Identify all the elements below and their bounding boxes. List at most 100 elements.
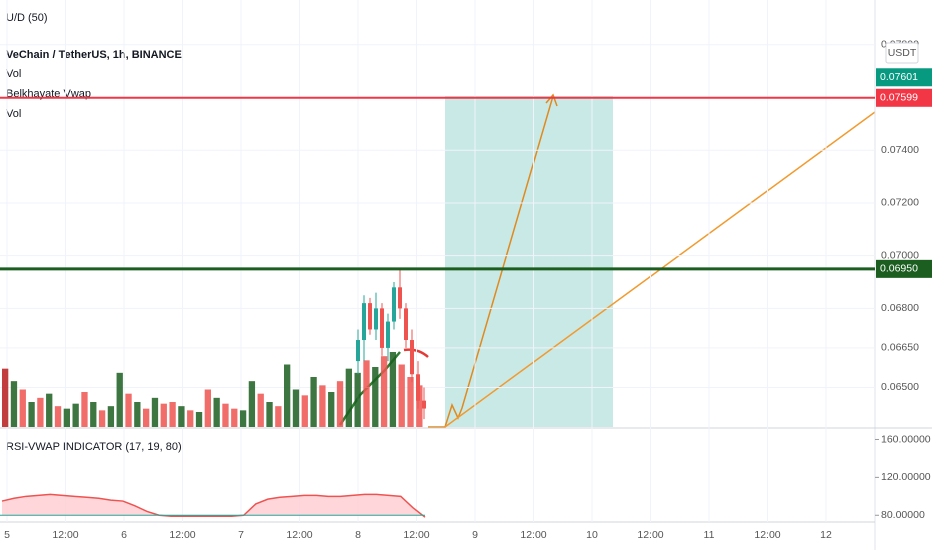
x-tick-label: 12:00 <box>286 529 312 541</box>
chart-title: VeChain / TetherUS, 1h, BINANCE <box>6 49 182 61</box>
candle-body <box>380 308 384 348</box>
volume-bar <box>195 412 203 427</box>
volume-bar <box>178 406 185 427</box>
candle-body <box>410 340 414 375</box>
y-tick-label: 160.00000 <box>881 433 931 445</box>
y-tick-label: 0.07200 <box>881 197 919 209</box>
volume-bar <box>204 389 211 427</box>
candle-body <box>362 303 366 341</box>
volume-bar <box>336 381 344 427</box>
candle-body <box>374 308 378 330</box>
volume-bar <box>54 406 62 427</box>
indicator-label: Vol <box>6 108 21 120</box>
y-tick-label: 80.00000 <box>881 509 925 521</box>
x-tick-label: 5 <box>4 529 10 541</box>
volume-bar <box>63 408 70 427</box>
indicator-title: RSI-VWAP INDICATOR (17, 19, 80) <box>6 441 182 453</box>
volume-bar <box>292 389 300 427</box>
volume-bar <box>328 392 335 427</box>
candle-body <box>392 287 396 322</box>
volume-bar <box>2 368 9 427</box>
y-tick-label: 0.06800 <box>881 302 919 314</box>
volume-bar <box>372 367 379 427</box>
volume-bar <box>416 385 423 427</box>
x-tick-label: 12:00 <box>403 529 429 541</box>
x-tick-label: 11 <box>704 529 715 541</box>
volume-bar <box>19 389 26 427</box>
x-tick-label: 6 <box>121 529 127 541</box>
volume-bar <box>151 397 159 427</box>
volume-bar <box>310 377 317 427</box>
x-tick-label: 9 <box>472 529 478 541</box>
volume-bar <box>389 352 397 427</box>
volume-bar <box>354 372 361 427</box>
y-tick-label: 0.06500 <box>881 381 919 393</box>
volume-bar <box>134 402 141 427</box>
candle-body <box>398 287 402 309</box>
volume-bar <box>301 395 308 427</box>
candle-body <box>404 308 408 341</box>
volume-bar <box>222 403 229 427</box>
volume-bar <box>257 393 264 427</box>
volume-bar <box>125 393 132 427</box>
volume-bar <box>231 408 238 427</box>
price-label: 0.07601 <box>880 71 918 83</box>
y-tick-label: 120.00000 <box>881 471 931 483</box>
x-tick-label: 12 <box>820 529 832 541</box>
volume-bar <box>275 406 282 427</box>
volume-bar <box>28 402 35 427</box>
volume-bar <box>248 381 256 427</box>
volume-bar <box>398 364 405 427</box>
volume-bar <box>319 385 326 427</box>
price-label: 0.07599 <box>880 92 918 104</box>
volume-bar <box>169 402 176 427</box>
price-label-box <box>876 259 932 278</box>
y-tick-label: 0.06650 <box>881 342 919 354</box>
y-tick-label: 0.07400 <box>881 144 919 156</box>
candle-body <box>356 340 360 362</box>
volume-bar <box>72 403 79 427</box>
volume-bar <box>407 377 414 427</box>
x-tick-label: 12:00 <box>520 529 546 541</box>
x-tick-label: 12:00 <box>169 529 195 541</box>
volume-bar <box>10 381 18 427</box>
price-label-box <box>876 88 932 107</box>
volume-bar <box>266 402 273 427</box>
volume-bar <box>98 410 106 427</box>
candle-body <box>416 374 420 401</box>
volume-bar <box>46 393 53 427</box>
volume-bar <box>37 397 44 427</box>
volume-bar <box>345 368 352 427</box>
volume-bar <box>363 360 370 427</box>
candle-body <box>368 303 372 330</box>
indicator-label: U/D (50) <box>6 12 48 24</box>
x-tick-label: 12:00 <box>52 529 78 541</box>
volume-bar <box>160 403 167 427</box>
projection-arrow <box>428 95 554 428</box>
volume-bar <box>107 406 115 427</box>
x-tick-label: 7 <box>238 529 244 541</box>
rsi-line <box>1 493 426 518</box>
volume-bar <box>116 372 123 427</box>
volume-bar <box>143 408 150 427</box>
x-tick-label: 10 <box>586 529 598 541</box>
volume-bar <box>81 392 88 427</box>
candle-body <box>422 400 426 409</box>
price-label: 0.06950 <box>880 263 918 275</box>
x-tick-label: 12:00 <box>637 529 663 541</box>
y-tick-label: 0.07000 <box>881 249 919 261</box>
x-tick-label: 12:00 <box>754 529 780 541</box>
currency: USDT <box>888 47 917 59</box>
volume-bar <box>213 397 220 427</box>
currency-box <box>885 42 919 64</box>
price-label-box <box>876 68 932 87</box>
volume-bar <box>187 410 194 427</box>
volume-bar <box>90 402 97 427</box>
volume-bar <box>284 364 291 427</box>
arrow-head <box>545 93 558 107</box>
volume-bar <box>239 410 247 427</box>
x-tick-label: 8 <box>355 529 361 541</box>
volume-bar <box>380 356 388 427</box>
indicator-label: Vol <box>6 68 21 80</box>
